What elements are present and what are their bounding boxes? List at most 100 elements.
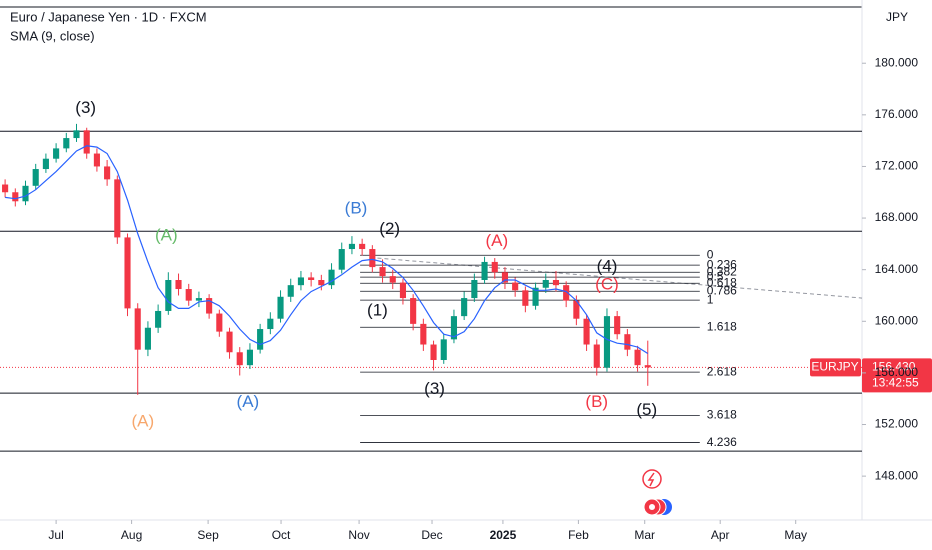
candle-body — [124, 237, 131, 309]
wave-label: (B) — [345, 199, 368, 218]
wave-label: (A) — [131, 411, 154, 430]
sma-line — [5, 145, 649, 355]
wave-label: (1) — [367, 300, 388, 319]
alert-icon — [642, 469, 662, 489]
y-tick-label: 168.000 — [875, 210, 919, 224]
y-tick-label: 160.000 — [875, 313, 919, 327]
symbol-tag — [810, 358, 861, 377]
candle-body — [185, 289, 192, 301]
candle-body — [104, 166, 111, 180]
candle-body — [481, 261, 488, 280]
wave-label: (C) — [595, 275, 619, 294]
candle-body — [53, 148, 60, 159]
fib-label: 1.618 — [707, 319, 737, 333]
candle-body — [73, 130, 80, 139]
last-price-label: 156.430 — [872, 360, 916, 374]
candle-body — [379, 267, 386, 277]
wave-label: (A) — [155, 226, 178, 245]
candle-body — [471, 280, 478, 299]
candle-body — [583, 318, 590, 345]
currency-label: JPY — [886, 10, 908, 24]
wave-label: (5) — [636, 400, 657, 419]
candle-body — [12, 192, 19, 202]
x-tick-label: May — [784, 528, 807, 542]
symbol-label: EURJPY — [811, 360, 858, 374]
y-tick-label: 172.000 — [875, 159, 919, 173]
candle-body — [22, 185, 29, 202]
candle-body — [450, 316, 458, 340]
countdown-label: 13:42:55 — [872, 376, 919, 390]
price-tag: EURJPY 156.430 13:42:55 — [810, 358, 932, 393]
candle-body — [175, 280, 182, 290]
fib-label: 2.618 — [707, 364, 737, 378]
candle-body — [267, 318, 274, 330]
candle-body — [83, 130, 90, 154]
chart-subtitle: SMA (9, close) — [10, 28, 95, 43]
candle-body — [399, 282, 407, 299]
candle-body — [2, 184, 9, 193]
candle-body — [328, 269, 335, 286]
candle-body — [389, 276, 396, 283]
candle-body — [359, 243, 366, 250]
candle-body — [134, 308, 141, 350]
candle-body — [634, 349, 641, 366]
candle-body — [277, 296, 284, 319]
candle-body — [501, 272, 509, 283]
candle-body — [644, 365, 651, 368]
candle-body — [318, 280, 325, 286]
x-tick-label: 2025 — [490, 528, 517, 542]
candle-body — [512, 282, 519, 291]
wave-label: (4) — [597, 257, 618, 276]
candle-body — [552, 280, 560, 286]
candle-body — [226, 331, 233, 353]
x-tick-label: Apr — [711, 528, 730, 542]
candle-body — [155, 310, 162, 328]
candle-body — [32, 169, 39, 186]
fib-label: 1 — [707, 292, 714, 306]
candle-body — [491, 261, 498, 273]
y-tick-label: 180.000 — [875, 55, 919, 69]
x-tick-label: Jul — [48, 528, 63, 542]
candle-body — [440, 339, 447, 360]
candle-body — [195, 298, 202, 301]
candle-body — [461, 298, 468, 317]
candle-body — [287, 285, 294, 297]
y-tick-label: 148.000 — [875, 468, 919, 482]
candle-body — [624, 334, 631, 350]
candle-body — [348, 243, 356, 250]
x-tick-label: Oct — [272, 528, 291, 542]
y-tick-label: 176.000 — [875, 107, 919, 121]
fib-label: 0.786 — [707, 283, 737, 297]
candle-body — [206, 298, 213, 314]
candle-body — [542, 280, 549, 288]
candle-body — [63, 138, 70, 149]
y-tick-label: 164.000 — [875, 262, 919, 276]
fib-label: 4.236 — [707, 435, 737, 449]
wave-label: (A) — [237, 392, 260, 411]
x-tick-label: Mar — [634, 528, 655, 542]
fib-label: 0.5 — [707, 269, 724, 283]
fib-label: 0.618 — [707, 275, 737, 289]
fib-label: 0 — [707, 247, 714, 261]
fib-label: 0.236 — [707, 257, 737, 271]
candle-body — [246, 349, 253, 366]
candle-body — [410, 298, 417, 324]
x-tick-label: Sep — [197, 528, 219, 542]
wave-label: (3) — [75, 98, 96, 117]
candle-body — [216, 313, 223, 332]
chart-title: Euro / Japanese Yen · 1D · FXCM — [10, 9, 207, 24]
x-tick-label: Nov — [348, 528, 369, 542]
candle-body — [369, 249, 376, 268]
wave-label: (A) — [485, 231, 508, 250]
candle-body — [165, 280, 172, 311]
candle-body — [420, 323, 427, 345]
candle-body — [532, 287, 539, 306]
candle-body — [593, 344, 600, 368]
x-tick-label: Feb — [568, 528, 589, 542]
trendline — [377, 257, 863, 299]
candle-body — [430, 344, 437, 360]
alert-bolt — [647, 472, 655, 487]
candle-body — [563, 285, 570, 301]
candle-body — [308, 277, 315, 280]
